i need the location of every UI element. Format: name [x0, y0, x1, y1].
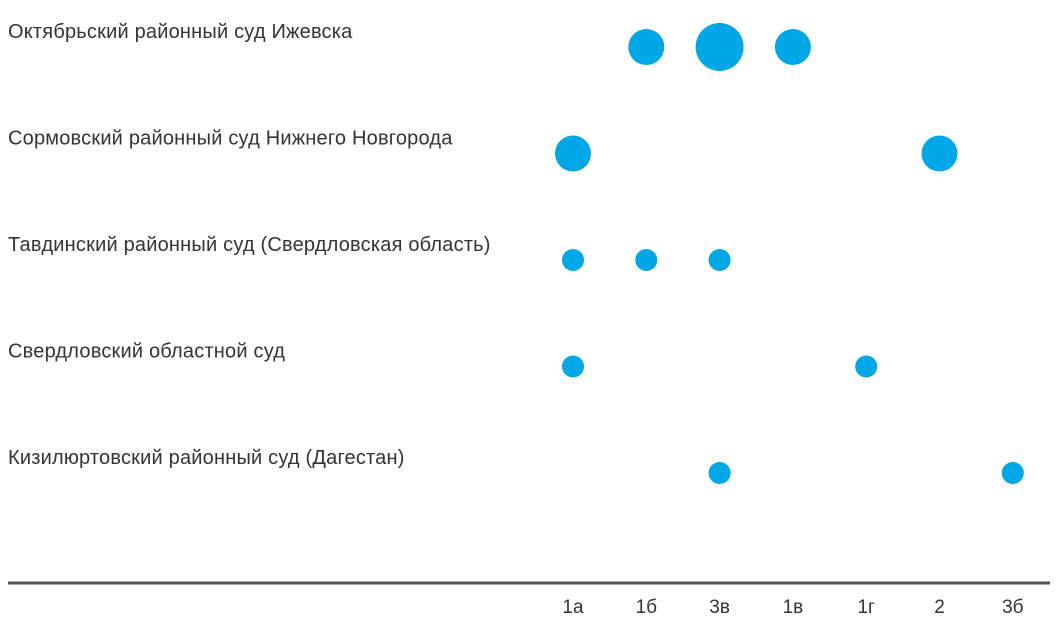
x-tick-label: 3б: [1002, 597, 1024, 618]
row-label: Тавдинский районный суд (Свердловская об…: [8, 234, 491, 256]
markers: [555, 23, 1024, 484]
data-point: [1001, 462, 1024, 484]
row-label: Свердловский областной суд: [8, 341, 285, 363]
row-label: Кизилюртовский районный суд (Дагестан): [8, 447, 405, 469]
row-label: Октябрьский районный суд Ижевска: [8, 21, 353, 43]
data-point: [555, 135, 591, 172]
x-tick-label: 3в: [709, 597, 730, 618]
data-point: [562, 249, 584, 271]
x-tick-label: 1г: [857, 597, 875, 618]
x-tick-label: 2: [934, 597, 945, 618]
data-point: [628, 29, 665, 65]
data-point: [708, 249, 731, 271]
x-tick-label: 1б: [636, 597, 658, 618]
x-tick-label: 1в: [783, 597, 804, 618]
data-point: [921, 135, 958, 172]
data-point: [695, 23, 744, 71]
x-axis-tick-labels: 1а 1б 3в 1в 1г 2 3б: [562, 597, 1023, 618]
x-tick-label: 1а: [562, 597, 584, 618]
data-point: [635, 249, 658, 271]
data-point: [708, 462, 731, 484]
data-point: [774, 29, 811, 65]
row-labels: Октябрьский районный суд Ижевска Сормовск…: [8, 21, 491, 469]
data-point: [562, 355, 584, 378]
data-point: [855, 355, 878, 378]
row-label: Сормовский районный суд Нижнего Новгород…: [8, 128, 453, 150]
